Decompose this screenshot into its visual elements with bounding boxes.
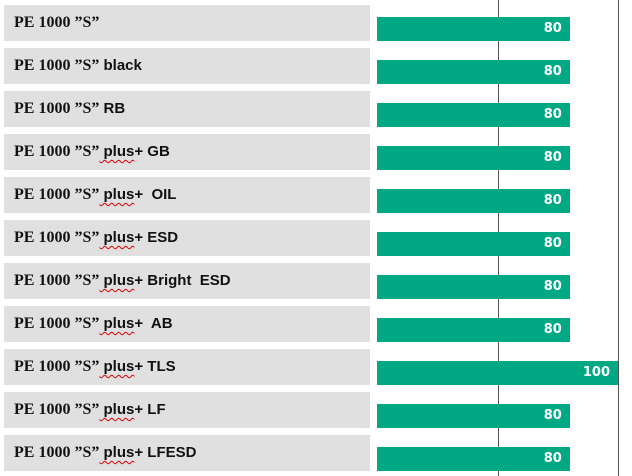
bar: 80: [377, 17, 570, 41]
label-plus: plus: [99, 358, 135, 375]
label-prefix: PE 1000 ”S”: [14, 14, 100, 31]
category-label: PE 1000 ”S” plus+ Bright ESD: [4, 263, 370, 299]
category-label: PE 1000 ”S” plus+ TLS: [4, 349, 370, 385]
category-label: PE 1000 ”S” plus+ AB: [4, 306, 370, 342]
label-suffix: + LFESD: [134, 444, 197, 461]
label-suffix: + TLS: [134, 358, 176, 375]
label-suffix: + Bright ESD: [134, 272, 231, 289]
bar: 80: [377, 189, 570, 213]
bar: 80: [377, 275, 570, 299]
label-plus: plus: [99, 401, 135, 418]
category-label: PE 1000 ”S” black: [4, 48, 370, 84]
label-plus: plus: [99, 272, 135, 289]
data-label: 80: [543, 21, 562, 36]
bar: 100: [377, 361, 618, 385]
bar: 80: [377, 318, 570, 342]
category-label: PE 1000 ”S” plus+ ESD: [4, 220, 370, 256]
label-prefix: PE 1000 ”S”: [14, 100, 100, 117]
data-label: 80: [543, 408, 562, 423]
data-label: 80: [543, 322, 562, 337]
gridline: [618, 0, 619, 476]
label-prefix: PE 1000 ”S”: [14, 444, 100, 461]
label-suffix: black: [99, 57, 142, 74]
label-suffix: + OIL: [134, 186, 177, 203]
data-label: 80: [543, 279, 562, 294]
bar: 80: [377, 60, 570, 84]
category-label: PE 1000 ”S” plus+ LFESD: [4, 435, 370, 471]
data-label: 80: [543, 236, 562, 251]
data-label: 100: [582, 365, 610, 380]
bar: 80: [377, 103, 570, 127]
label-plus: plus: [99, 229, 135, 246]
label-prefix: PE 1000 ”S”: [14, 186, 100, 203]
bar: 80: [377, 232, 570, 256]
bar: 80: [377, 146, 570, 170]
label-prefix: PE 1000 ”S”: [14, 401, 100, 418]
label-prefix: PE 1000 ”S”: [14, 315, 100, 332]
label-plus: plus: [99, 143, 135, 160]
data-label: 80: [543, 64, 562, 79]
bar: 80: [377, 404, 570, 428]
category-label: PE 1000 ”S”: [4, 5, 370, 41]
label-plus: plus: [99, 186, 135, 203]
label-prefix: PE 1000 ”S”: [14, 358, 100, 375]
bar: 80: [377, 447, 570, 471]
label-suffix: + LF: [134, 401, 166, 418]
label-suffix: RB: [99, 100, 126, 117]
label-plus: plus: [99, 315, 135, 332]
label-suffix: + GB: [134, 143, 170, 160]
data-label: 80: [543, 107, 562, 122]
label-plus: plus: [99, 444, 135, 461]
label-suffix: + ESD: [134, 229, 179, 246]
category-label: PE 1000 ”S” plus+ LF: [4, 392, 370, 428]
label-suffix: + AB: [134, 315, 173, 332]
category-label: PE 1000 ”S” RB: [4, 91, 370, 127]
label-prefix: PE 1000 ”S”: [14, 229, 100, 246]
label-prefix: PE 1000 ”S”: [14, 57, 100, 74]
category-label: PE 1000 ”S” plus+ GB: [4, 134, 370, 170]
data-label: 80: [543, 451, 562, 466]
data-label: 80: [543, 193, 562, 208]
label-prefix: PE 1000 ”S”: [14, 272, 100, 289]
label-prefix: PE 1000 ”S”: [14, 143, 100, 160]
category-label: PE 1000 ”S” plus+ OIL: [4, 177, 370, 213]
data-label: 80: [543, 150, 562, 165]
